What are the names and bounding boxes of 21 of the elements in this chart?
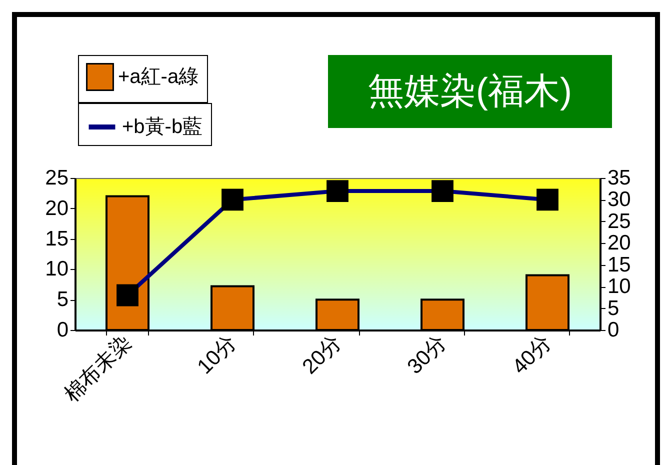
y2-tick-label: 5	[608, 296, 620, 320]
x-tick-label: 40分	[508, 331, 556, 379]
y-tick-label: 5	[56, 288, 68, 312]
y-tick-label: 25	[45, 166, 68, 190]
legend-label: +b黃-b藍	[122, 116, 203, 138]
x-tick-label: 20分	[298, 331, 346, 379]
x-tick-label: 30分	[403, 331, 451, 379]
y2-tick-label: 0	[608, 318, 620, 342]
y2-tick-label: 15	[608, 253, 631, 276]
y2-tick-label: 30	[608, 188, 631, 212]
y-tick-label: 20	[45, 196, 68, 220]
y-tick-label: 15	[45, 227, 68, 250]
y-tick-label: 10	[45, 258, 68, 281]
y2-tick-label: 20	[608, 232, 631, 255]
x-tick-label: 10分	[193, 331, 241, 379]
y2-tick-label: 35	[608, 166, 631, 190]
legend-label: +a紅-a綠	[118, 66, 199, 88]
y2-tick-label: 25	[608, 210, 631, 233]
y2-tick-label: 10	[608, 275, 631, 298]
chart-title: 無媒染(福木)	[328, 55, 612, 128]
y-tick-label: 0	[56, 318, 68, 342]
